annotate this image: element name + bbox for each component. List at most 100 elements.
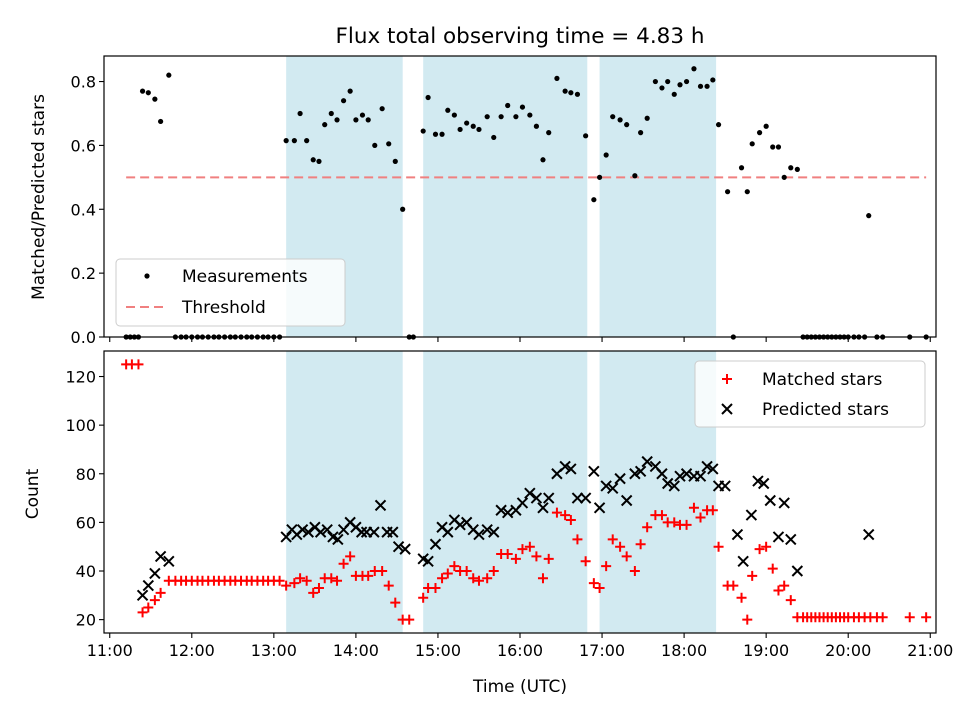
measurement-point	[316, 158, 322, 164]
predicted-star-point	[442, 526, 454, 538]
measurement-point	[420, 128, 426, 134]
measurement-point	[359, 112, 366, 118]
predicted-star-point	[614, 472, 626, 485]
measurement-point	[591, 197, 597, 203]
predicted-star-point	[757, 477, 770, 490]
matched-star-point	[551, 507, 562, 518]
predicted-star-point	[392, 540, 405, 553]
predicted-star-point	[778, 497, 790, 509]
measurement-point	[353, 117, 359, 123]
measurement-point	[498, 114, 504, 120]
measurement-point	[222, 334, 228, 340]
measurement-point	[347, 88, 353, 94]
matched-star-point	[133, 359, 144, 370]
predicted-star-point	[772, 531, 785, 543]
matched-star-point	[473, 575, 484, 586]
measurement-point	[127, 334, 133, 340]
predicted-star-point	[565, 463, 577, 475]
matched-star-point	[488, 566, 499, 577]
predicted-star-point	[374, 499, 387, 512]
measurement-point	[152, 96, 158, 102]
matched-star-point	[461, 566, 472, 577]
matched-star-point	[517, 544, 528, 555]
measurement-point	[260, 334, 266, 340]
predicted-star-point	[399, 543, 411, 555]
measurement-point	[464, 120, 470, 126]
matched-star-point	[301, 575, 312, 586]
predicted-star-point	[764, 494, 776, 507]
y-tick-label: 0.8	[71, 73, 96, 92]
measurement-point	[304, 138, 310, 144]
measurement-point	[756, 130, 763, 136]
measurement-point	[804, 334, 810, 340]
measurement-point	[829, 334, 835, 340]
measurement-point	[812, 334, 818, 340]
x-axis-label: Time (UTC)	[472, 677, 567, 697]
matched-star-point	[785, 595, 796, 606]
matched-star-point	[449, 561, 460, 572]
predicted-star-point	[559, 460, 571, 473]
legend-label-matched: Matched stars	[762, 370, 882, 390]
measurement-point	[158, 118, 164, 125]
legend-label-threshold: Threshold	[181, 298, 266, 318]
x-tick-label: 15:00	[415, 641, 461, 660]
predicted-star-point	[302, 526, 315, 538]
measurement-point	[283, 138, 289, 144]
measurement-point	[527, 112, 533, 118]
predicted-star-point	[314, 526, 327, 538]
plot-area	[123, 66, 929, 340]
measurement-point	[677, 82, 683, 88]
measurement-point	[770, 144, 776, 150]
measurement-point	[724, 189, 731, 195]
y-tick-label: 80	[76, 465, 96, 484]
x-tick-label: 20:00	[825, 641, 871, 660]
matched-star-point	[468, 573, 479, 584]
measurement-point	[820, 334, 827, 340]
matched-star-point	[308, 587, 319, 598]
x-tick-label: 19:00	[743, 641, 789, 660]
predicted-star-point	[634, 465, 647, 478]
matched-star-point	[747, 570, 758, 581]
matched-star-point	[332, 575, 343, 586]
measurement-point	[406, 334, 412, 340]
measurement-point	[837, 334, 843, 340]
measurement-point	[781, 174, 787, 180]
predicted-star-point	[674, 470, 686, 482]
measurement-point	[800, 334, 806, 340]
predicted-star-point	[488, 526, 500, 538]
measurement-point	[451, 112, 457, 118]
predicted-star-point	[661, 477, 674, 490]
predicted-star-point	[745, 509, 758, 521]
bottom-panel: 11:00 12:00 13:00 14:00 15:00 16:00 17:00 18:00…	[65, 350, 953, 660]
y-tick-label: 60	[76, 513, 96, 532]
matched-star-point	[537, 573, 548, 584]
measurement-point	[788, 165, 794, 171]
matched-star-point	[281, 580, 292, 591]
matched-star-point	[437, 573, 448, 584]
matched-star-point	[713, 541, 724, 552]
measurement-point	[211, 334, 217, 340]
measurement-point	[123, 334, 129, 340]
legend-box	[694, 360, 926, 428]
measurement-point	[445, 107, 451, 113]
measurement-point	[632, 173, 638, 179]
measurement-point	[568, 90, 574, 96]
matched-star-point	[155, 587, 166, 598]
measurement-point	[583, 133, 589, 139]
measurement-point	[328, 110, 334, 117]
legend-marker-matched	[722, 374, 732, 384]
measurement-point	[131, 334, 137, 340]
matched-star-point	[418, 592, 429, 603]
matched-star-point	[736, 592, 747, 603]
measurement-point	[457, 126, 463, 133]
measurement-point	[183, 334, 189, 340]
matched-star-point	[588, 578, 599, 589]
legend-label-measurements: Measurements	[182, 267, 308, 287]
measurement-point	[644, 115, 650, 121]
measurement-point	[652, 78, 658, 85]
matched-star-point	[615, 541, 626, 552]
matched-star-point	[681, 519, 692, 530]
predicted-star-point	[332, 533, 344, 546]
measurement-point	[638, 130, 644, 136]
measurement-point	[310, 157, 316, 163]
